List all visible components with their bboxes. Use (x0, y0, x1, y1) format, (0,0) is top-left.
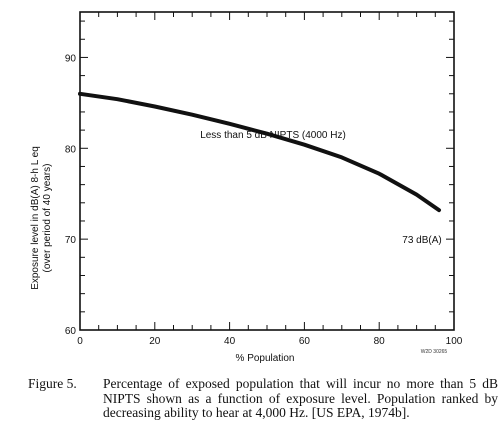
y-axis-label: Exposure level in dB(A) 8-h L eq (30, 146, 41, 290)
figure-code: W2D 30265 (421, 349, 448, 355)
caption-label: Figure 5. (28, 376, 77, 391)
series-line (78, 91, 441, 213)
y-tick-label: 70 (65, 235, 77, 246)
chart: 60 70 80 90 0 20 40 60 80 100 Less than 5 dB NIPT… (30, 11, 463, 364)
curve-label: Less than 5 dB NIPTS (4000 Hz) (200, 130, 346, 141)
x-tick-label: 20 (149, 336, 161, 347)
x-tick-label: 100 (446, 336, 463, 347)
x-tick-label: 60 (299, 336, 311, 347)
y-tick-label: 80 (65, 144, 77, 155)
tick-labels: 60 70 80 90 0 20 40 60 80 100 (65, 53, 463, 347)
y-axis-label-secondary: (over period of 40 years) (42, 164, 53, 273)
x-tick-label: 40 (224, 336, 236, 347)
figure-caption: Figure 5. Percentage of exposed populati… (28, 376, 498, 421)
x-axis-label: % Population (236, 353, 295, 364)
x-tick-label: 0 (77, 336, 83, 347)
end-label: 73 dB(A) (402, 235, 441, 246)
y-tick-label: 90 (65, 53, 77, 64)
plot-frame (79, 11, 455, 331)
caption-text: Percentage of exposed population that wi… (103, 376, 498, 420)
y-tick-label: 60 (65, 326, 77, 337)
x-tick-label: 80 (374, 336, 386, 347)
axis-ticks (80, 12, 454, 330)
